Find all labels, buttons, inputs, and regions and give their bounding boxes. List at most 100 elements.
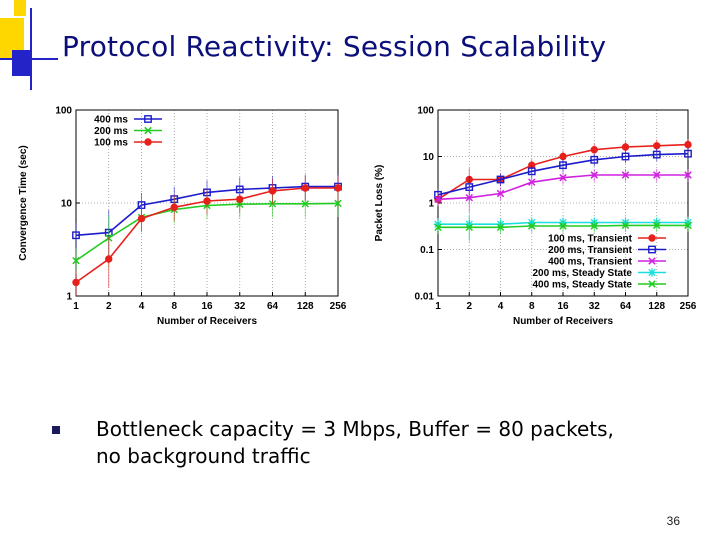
data-point <box>528 222 536 230</box>
data-point <box>684 149 692 158</box>
bullet-square-icon <box>52 426 60 434</box>
x-tick-label: 32 <box>234 301 246 312</box>
x-tick-label: 256 <box>330 301 347 312</box>
legend-item: 400 ms, Transient <box>548 257 666 268</box>
data-point <box>559 161 567 170</box>
legend-item: 200 ms, Transient <box>548 245 666 256</box>
slide-number: 36 <box>666 514 680 528</box>
legend-label: 200 ms, Steady State <box>533 268 633 279</box>
data-point <box>496 189 505 198</box>
x-tick-label: 2 <box>466 301 472 312</box>
legend-item: 200 ms <box>94 126 162 137</box>
data-point <box>465 223 473 232</box>
y-tick-label: 100 <box>417 106 434 117</box>
data-point <box>72 278 80 287</box>
legend-label: 400 ms, Steady State <box>533 280 633 291</box>
data-point <box>465 193 473 202</box>
legend-label: 100 ms <box>94 138 128 149</box>
x-tick-label: 8 <box>171 301 177 312</box>
bullet-text: Bottleneck capacity = 3 Mbps, Buffer = 8… <box>96 417 614 468</box>
data-point <box>334 184 342 192</box>
data-point <box>301 184 309 192</box>
legend-marker <box>144 126 152 135</box>
data-point <box>621 171 630 179</box>
data-point <box>334 199 342 208</box>
legend-item: 100 ms <box>94 138 162 149</box>
y-tick-label: 1 <box>66 292 72 303</box>
data-point <box>268 187 277 195</box>
x-tick-label: 256 <box>680 301 697 312</box>
corner-vertical-line <box>30 8 32 90</box>
legend-marker <box>648 257 656 265</box>
legend-label: 200 ms, Transient <box>548 245 633 256</box>
legend-marker <box>647 268 657 277</box>
data-point <box>72 231 80 240</box>
y-axis-label: Convergence Time (sec) <box>18 145 29 260</box>
data-point <box>653 171 661 179</box>
y-axis-label: Packet Loss (%) <box>374 165 385 242</box>
legend-marker <box>648 280 656 288</box>
x-tick-label: 1 <box>435 301 441 312</box>
x-axis-label: Number of Receivers <box>157 316 257 327</box>
legend-item: 100 ms, Transient <box>548 234 666 245</box>
data-point <box>684 171 692 179</box>
x-tick-label: 32 <box>589 301 601 312</box>
data-point <box>621 221 630 230</box>
series-2 <box>72 175 342 296</box>
legend-label: 400 ms <box>94 115 128 126</box>
data-point <box>236 195 244 203</box>
series-2 <box>434 168 692 213</box>
y-tick-label: 0.1 <box>420 245 434 256</box>
x-tick-label: 8 <box>529 301 535 312</box>
x-axis-label: Number of Receivers <box>513 316 613 327</box>
data-point <box>590 155 599 164</box>
data-point <box>72 256 80 265</box>
series-line <box>437 152 689 196</box>
data-point <box>496 175 505 184</box>
packet-loss-chart: 1 2 4 8 16 32 64 128 256 0.01 0.1 1 10 100 Number of R… <box>374 106 697 328</box>
x-tick-label: 64 <box>620 301 632 312</box>
legend-marker <box>648 245 656 254</box>
corner-horizontal-line <box>0 58 58 60</box>
legend-marker <box>648 234 656 242</box>
data-point <box>301 200 309 208</box>
x-tick-label: 4 <box>139 301 145 312</box>
legend-label: 100 ms, Transient <box>548 234 633 245</box>
data-point <box>652 150 661 159</box>
corner-yellow-block-small <box>14 0 26 16</box>
series-4 <box>434 216 692 242</box>
slide-title: Protocol Reactivity: Session Scalability <box>62 30 607 63</box>
data-point <box>559 222 567 230</box>
legend-item: 400 ms, Steady State <box>533 280 666 291</box>
data-point <box>590 146 598 154</box>
y-tick-label: 100 <box>55 106 72 117</box>
data-point <box>559 152 567 161</box>
corner-blue-block <box>12 50 30 76</box>
legend-label: 200 ms <box>94 126 128 137</box>
legend-marker <box>144 115 152 123</box>
data-point <box>170 203 178 211</box>
data-point <box>621 143 630 151</box>
data-point <box>434 223 442 232</box>
y-tick-label: 10 <box>423 152 435 163</box>
data-point <box>496 223 505 232</box>
y-tick-label: 1 <box>428 199 434 210</box>
x-tick-label: 128 <box>297 301 314 312</box>
x-tick-label: 64 <box>267 301 279 312</box>
data-point <box>137 214 146 223</box>
x-tick-label: 4 <box>498 301 504 312</box>
corner-decoration <box>0 0 60 90</box>
y-tick-label: 0.01 <box>415 292 435 303</box>
data-point <box>203 197 211 205</box>
x-tick-label: 1 <box>73 301 79 312</box>
data-point <box>621 152 630 161</box>
legend-label: 400 ms, Transient <box>548 257 633 268</box>
legend-item: 400 ms <box>94 115 162 126</box>
data-point <box>590 222 598 230</box>
x-tick-label: 2 <box>106 301 112 312</box>
data-point <box>653 142 661 150</box>
x-tick-label: 16 <box>201 301 213 312</box>
data-point <box>653 221 661 230</box>
